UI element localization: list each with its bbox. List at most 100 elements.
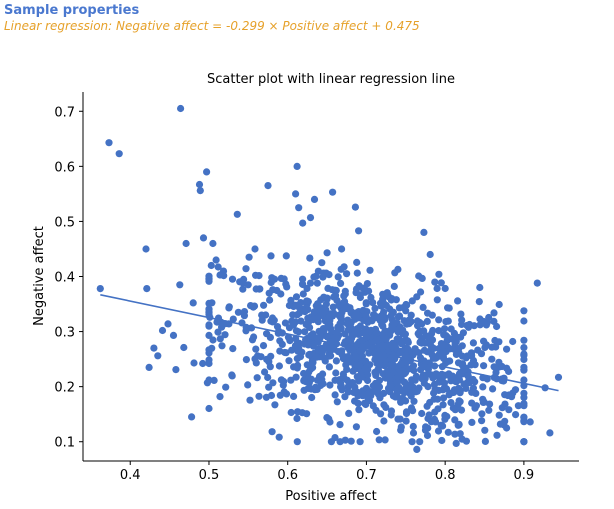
data-point	[332, 369, 340, 377]
data-point	[378, 342, 386, 350]
y-axis-ticks: 0.1 0.2 0.3 0.4 0.5 0.6 0.7	[54, 105, 83, 451]
data-point	[252, 345, 260, 353]
data-point	[447, 399, 455, 407]
data-point	[251, 355, 259, 363]
data-point	[273, 323, 282, 331]
data-point	[408, 438, 416, 446]
data-point	[297, 317, 305, 325]
x-tick-label: 0.4	[120, 468, 141, 483]
data-point	[313, 353, 321, 361]
data-point	[255, 392, 263, 400]
data-point	[362, 333, 370, 342]
data-point	[451, 430, 459, 438]
data-point	[351, 354, 359, 362]
data-point	[234, 308, 242, 316]
data-point	[338, 245, 346, 253]
data-point	[416, 354, 425, 362]
data-point	[352, 289, 360, 297]
data-point	[288, 346, 296, 354]
data-point	[292, 302, 300, 310]
data-point	[491, 336, 499, 345]
data-point	[476, 321, 484, 329]
data-point	[428, 329, 436, 338]
data-point	[423, 317, 431, 325]
data-point	[437, 279, 445, 287]
data-point	[434, 405, 442, 413]
data-point	[205, 404, 213, 413]
data-point	[362, 357, 370, 365]
data-point	[332, 286, 340, 295]
data-point	[483, 375, 491, 383]
regression-line	[100, 294, 559, 392]
data-point	[287, 296, 295, 304]
data-point	[341, 287, 349, 295]
data-point	[417, 288, 425, 296]
data-point	[304, 384, 312, 392]
data-point	[318, 348, 326, 356]
data-point	[348, 379, 357, 387]
data-point	[476, 283, 484, 292]
data-point	[265, 289, 273, 297]
data-point	[205, 308, 213, 316]
data-point	[418, 409, 426, 418]
data-point	[372, 314, 380, 322]
data-point	[180, 343, 188, 352]
data-point	[285, 357, 293, 365]
data-point	[251, 245, 259, 253]
data-point	[300, 369, 308, 378]
data-point	[520, 307, 528, 315]
data-point	[340, 263, 348, 271]
data-point	[361, 365, 369, 373]
data-point	[176, 281, 184, 289]
data-point	[261, 368, 269, 376]
data-point	[300, 376, 308, 384]
data-point	[402, 409, 411, 418]
data-point	[430, 344, 438, 352]
data-point	[277, 274, 285, 282]
data-point	[295, 328, 303, 336]
data-point	[389, 361, 397, 369]
y-tick-label: 0.2	[54, 381, 75, 396]
data-point	[266, 296, 274, 304]
data-point	[362, 312, 370, 320]
data-point	[421, 426, 430, 434]
data-point	[352, 423, 360, 431]
data-point	[225, 303, 233, 311]
data-point	[319, 273, 327, 281]
scatter-points	[96, 104, 563, 453]
data-point	[509, 337, 517, 346]
data-point	[351, 311, 359, 319]
data-point	[520, 344, 528, 352]
data-point	[345, 354, 353, 362]
data-point	[310, 195, 319, 203]
data-point	[331, 434, 339, 442]
data-point	[455, 345, 463, 353]
data-point	[324, 284, 332, 292]
data-point	[450, 329, 458, 337]
x-axis-title: Positive affect	[285, 489, 376, 504]
data-point	[262, 311, 270, 319]
data-point	[301, 308, 309, 316]
data-point	[262, 393, 270, 401]
data-point	[372, 369, 380, 377]
data-point	[394, 265, 402, 273]
data-point	[478, 417, 486, 425]
data-point	[486, 400, 494, 408]
data-point	[381, 436, 389, 444]
data-point	[396, 324, 404, 332]
data-point	[426, 250, 434, 259]
data-point	[546, 429, 554, 437]
data-point	[439, 401, 447, 409]
data-point	[154, 352, 162, 360]
data-point	[343, 270, 351, 278]
data-point	[418, 375, 426, 383]
data-point	[301, 328, 309, 336]
data-point	[216, 335, 224, 343]
data-point	[282, 349, 290, 357]
data-point	[290, 392, 298, 400]
data-point	[418, 274, 426, 282]
data-point	[293, 364, 301, 372]
data-point	[335, 301, 343, 309]
data-point	[233, 210, 241, 218]
data-point	[420, 346, 429, 354]
